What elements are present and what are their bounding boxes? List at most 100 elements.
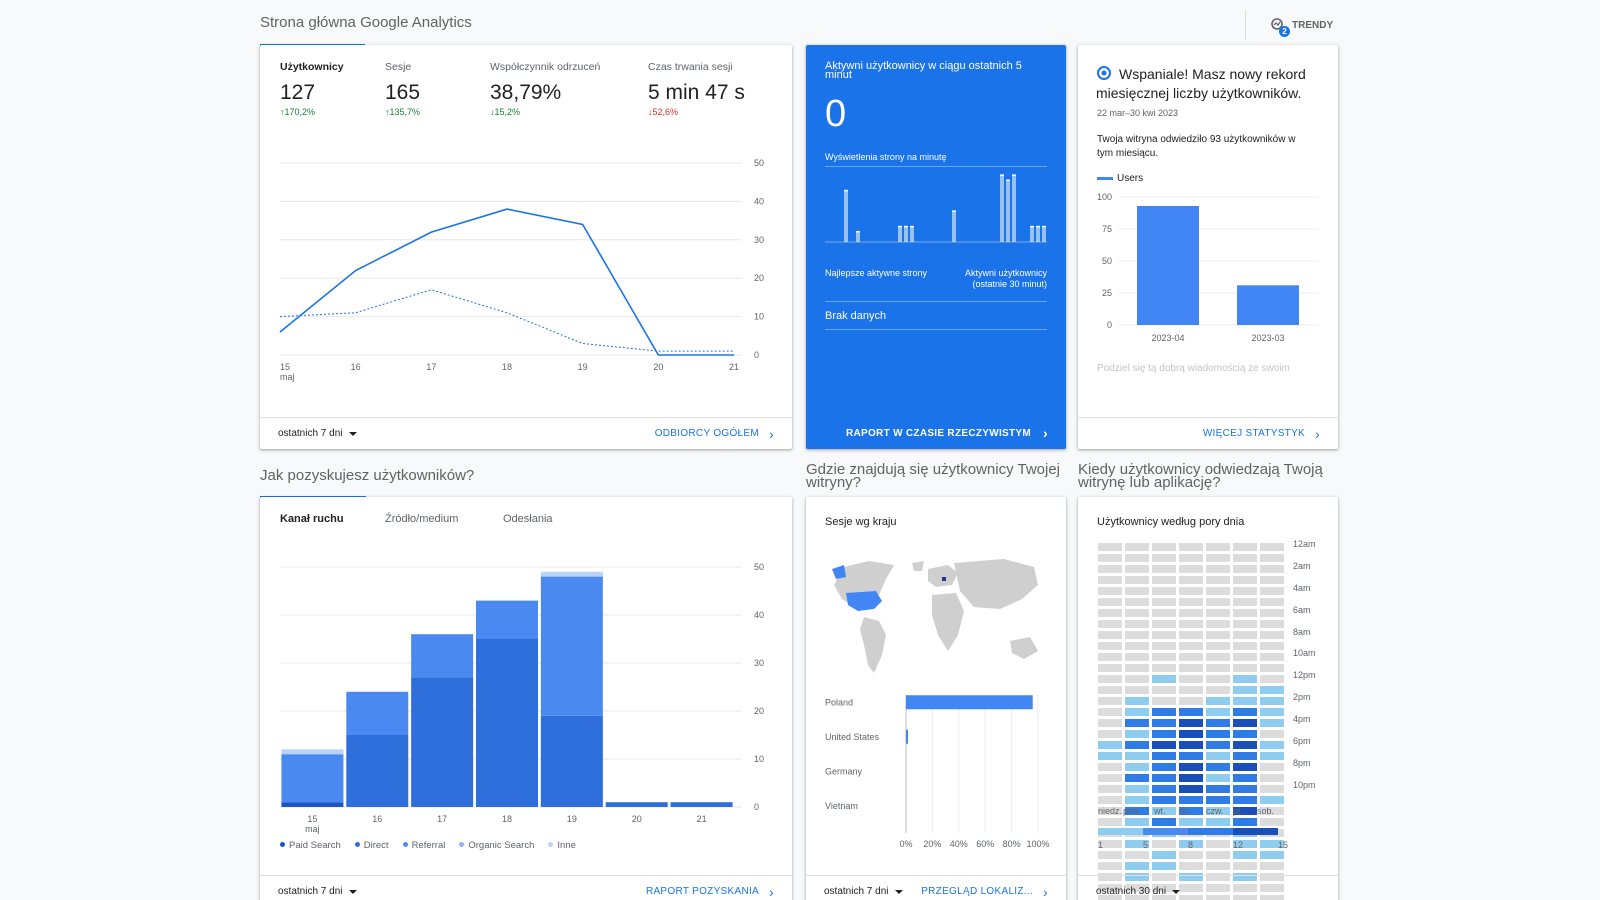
kpi-label: Czas trwania sesji [648, 61, 733, 73]
legend-item: Referral [402, 840, 445, 851]
y-tick-label: 0 [754, 802, 759, 812]
heatmap-cell [1125, 576, 1149, 584]
heatmap-cell [1125, 719, 1149, 727]
heatmap-cell [1098, 587, 1122, 595]
kpi-sessions[interactable]: Sesje 165 ↑135,7% [385, 61, 420, 117]
record-footer: WIĘCEJ STATYSTYK › [1078, 417, 1338, 449]
bar [1137, 205, 1199, 325]
kpi-users[interactable]: Użytkownicy 127 ↑170,2% [280, 61, 344, 117]
pageview-bar [898, 226, 902, 242]
heatmap-cell [1152, 873, 1176, 881]
heatmap-cell [1179, 807, 1203, 815]
legend-dot [459, 842, 465, 847]
pageview-bar [844, 190, 848, 242]
heatmap-cell [1179, 840, 1203, 848]
record-bar-chart: 0 25 50 75 100 2023-04 2023-03 [1097, 192, 1318, 343]
heatmap-cell [1098, 609, 1122, 617]
heatmap-cell [1260, 851, 1284, 859]
x-tick-label: 40% [950, 839, 968, 849]
y-tick-label: 100 [1097, 192, 1112, 202]
heatmap-cell [1233, 576, 1257, 584]
heatmap-cell [1125, 565, 1149, 573]
heatmap-cell [1125, 785, 1149, 793]
more-insights-link[interactable]: WIĘCEJ STATYSTYK › [1202, 425, 1320, 442]
heatmap-cell [1233, 565, 1257, 573]
kpi-bounce-rate[interactable]: Współczynnik odrzuceń 38,79% ↓15,2% [490, 61, 600, 117]
legend-dot [280, 842, 285, 847]
heatmap-cell [1152, 565, 1176, 573]
scale-label: 8 [1188, 840, 1194, 850]
bar-segment [346, 691, 409, 735]
tab-source-medium[interactable]: Źródło/medium [385, 513, 459, 525]
bar-segment [540, 715, 603, 807]
y-tick-label: 20 [754, 706, 764, 716]
heatmap-cell [1233, 587, 1257, 595]
x-tick-label: 19 [578, 362, 588, 372]
kpi-value: 127 [280, 81, 316, 104]
date-range-dropdown[interactable]: ostatnich 30 dni [1096, 886, 1181, 897]
kpi-session-duration[interactable]: Czas trwania sesji 5 min 47 s ↓52,6% [648, 61, 745, 117]
heatmap-cell [1179, 609, 1203, 617]
bar-segment [476, 639, 538, 807]
pageview-bar [856, 231, 860, 242]
legend-swatch [1097, 177, 1113, 180]
day-label: czw. [1206, 806, 1224, 816]
heatmap-cell [1206, 609, 1230, 617]
location-overview-link[interactable]: PRZEGLĄD LOKALIZ... › [921, 883, 1048, 900]
chart-legend: Paid Search Direct Referral Organic Search I… [280, 840, 576, 851]
day-label: pon. [1123, 806, 1141, 816]
day-label: niedz. [1098, 806, 1123, 816]
heatmap-cell [1152, 785, 1176, 793]
date-range-dropdown[interactable]: ostatnich 7 dni [278, 886, 357, 897]
heatmap-cell [1125, 895, 1149, 900]
heatmap-cell [1125, 587, 1149, 595]
heatmap-cell [1125, 642, 1149, 650]
heatmap-cell [1206, 587, 1230, 595]
heatmap-cell [1152, 587, 1176, 595]
x-tick-label: 60% [976, 839, 994, 849]
heatmap-cell [1152, 741, 1176, 749]
audience-overview-link[interactable]: ODBIORCY OGÓŁEM › [654, 425, 774, 442]
scale-label: 1 [1098, 840, 1104, 850]
heatmap-cell [1260, 664, 1284, 672]
heatmap-cell [1206, 675, 1230, 683]
heatmap-cell [1125, 609, 1149, 617]
tab-referrals[interactable]: Odesłania [503, 513, 553, 525]
tab-channel[interactable]: Kanał ruchu [280, 513, 344, 525]
heatmap-cell [1098, 851, 1122, 859]
date-range-dropdown[interactable]: ostatnich 7 dni [824, 886, 903, 897]
heatmap-cell [1125, 675, 1149, 683]
heatmap-cell [1098, 719, 1122, 727]
kpi-value: 165 [385, 81, 421, 104]
x-tick-label: 17 [426, 362, 436, 372]
heatmap-cell [1233, 862, 1257, 870]
heatmap-cell [1152, 620, 1176, 628]
heatmap-cell [1152, 664, 1176, 672]
realtime-value: 0 [825, 93, 847, 135]
realtime-card: Aktywni użytkownicy w ciągu ostatnich 5 … [806, 45, 1066, 449]
trends-button[interactable]: 2 TRENDY [1245, 10, 1333, 40]
acquisition-report-link[interactable]: RAPORT POZYSKANIA › [645, 883, 774, 900]
bar-segment [411, 634, 474, 678]
time-heatmap: 12am 2am 4am 6am 8am 10am 12pm 2pm 4pm 6pm 8pm 10pm… [1078, 497, 1338, 900]
heatmap-cell [1179, 752, 1203, 760]
heatmap-cell [1179, 873, 1203, 881]
heatmap-cell [1179, 851, 1203, 859]
share-text: Podziel się tą dobrą wiadomością ze swoi… [1097, 363, 1290, 374]
heatmap-cell [1152, 840, 1176, 848]
geo-card: Sesje wg kraju 0% 20% 40% 60% 80% 100% Poland U… [806, 497, 1066, 900]
heatmap-cell [1206, 708, 1230, 716]
heatmap-cell [1152, 609, 1176, 617]
scale-swatch [1188, 828, 1233, 835]
heatmap-cell [1206, 895, 1230, 900]
country-bar [906, 729, 908, 744]
caret-down-icon [348, 431, 357, 436]
chevron-right-icon: › [769, 425, 774, 442]
bar-segment [540, 576, 603, 716]
heatmap-cell [1206, 719, 1230, 727]
heatmap-cell [1125, 807, 1149, 815]
heatmap-cell [1098, 642, 1122, 650]
date-range-dropdown[interactable]: ostatnich 7 dni [278, 428, 357, 439]
heatmap-cell [1125, 620, 1149, 628]
realtime-report-link[interactable]: RAPORT W CZASIE RZECZYWISTYM › [845, 425, 1048, 441]
